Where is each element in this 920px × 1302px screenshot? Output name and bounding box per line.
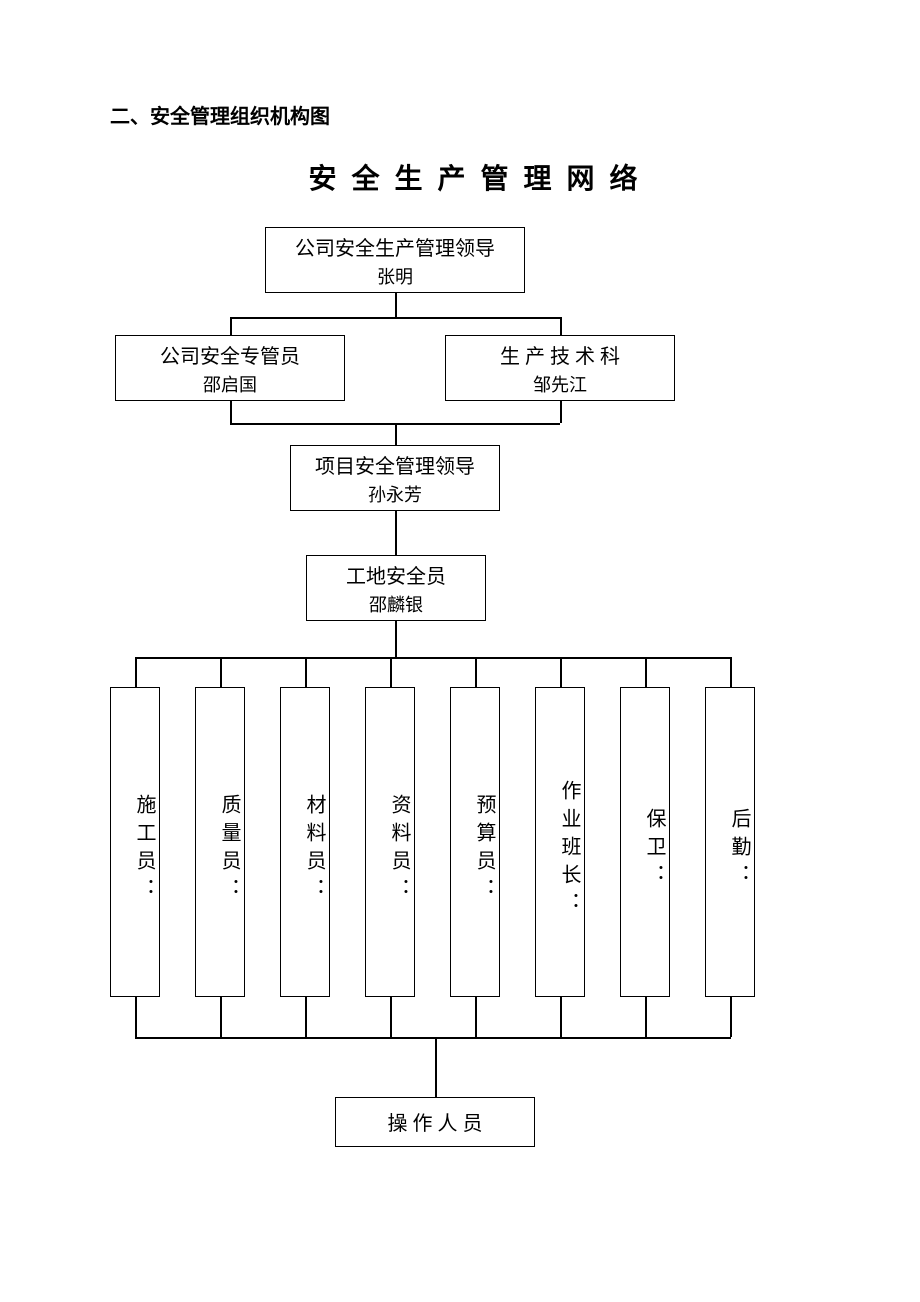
role-box-v2: 质量员： (195, 687, 245, 997)
node-person: 邵启国 (116, 371, 344, 397)
org-node-n3: 生 产 技 术 科邹先江 (445, 335, 675, 401)
connector-line (390, 657, 392, 687)
main-title: 安 全 生 产 管 理 网 络 (110, 157, 840, 197)
node-title: 公司安全生产管理领导 (266, 232, 524, 261)
role-box-v3: 材料员： (280, 687, 330, 997)
connector-line (135, 657, 137, 687)
node-title: 生 产 技 术 科 (446, 340, 674, 369)
connector-line (475, 997, 477, 1037)
org-node-n6: 操 作 人 员 (335, 1097, 535, 1147)
org-node-n4: 项目安全管理领导孙永芳 (290, 445, 500, 511)
node-title: 公司安全专管员 (116, 340, 344, 369)
connector-line (730, 657, 732, 687)
connector-line (305, 657, 307, 687)
role-box-v5: 预算员： (450, 687, 500, 997)
connector-line (230, 317, 560, 319)
connector-line (560, 317, 562, 335)
node-title: 工地安全员 (307, 560, 485, 589)
connector-line (395, 423, 397, 445)
connector-line (390, 997, 392, 1037)
connector-line (730, 997, 732, 1037)
role-box-v7: 保卫： (620, 687, 670, 997)
node-person: 张明 (266, 263, 524, 289)
org-node-n5: 工地安全员邵麟银 (306, 555, 486, 621)
node-title: 项目安全管理领导 (291, 450, 499, 479)
connector-line (395, 621, 397, 657)
node-person: 孙永芳 (291, 481, 499, 507)
connector-line (645, 997, 647, 1037)
node-person: 邵麟银 (307, 591, 485, 617)
connector-line (475, 657, 477, 687)
connector-line (560, 401, 562, 423)
connector-line (230, 317, 232, 335)
org-node-n1: 公司安全生产管理领导张明 (265, 227, 525, 293)
role-box-v6: 作业班长： (535, 687, 585, 997)
role-box-v1: 施工员： (110, 687, 160, 997)
connector-line (230, 401, 232, 423)
connector-line (135, 657, 730, 659)
connector-line (220, 657, 222, 687)
connector-line (135, 997, 137, 1037)
connector-line (305, 997, 307, 1037)
org-chart: 公司安全生产管理领导张明公司安全专管员邵启国 生 产 技 术 科邹先江项目安全管理… (110, 217, 840, 1217)
node-title: 操 作 人 员 (336, 1107, 534, 1136)
connector-line (435, 1037, 437, 1097)
node-person: 邹先江 (446, 371, 674, 397)
connector-line (645, 657, 647, 687)
role-box-v4: 资料员： (365, 687, 415, 997)
connector-line (560, 997, 562, 1037)
connector-line (220, 997, 222, 1037)
org-node-n2: 公司安全专管员邵启国 (115, 335, 345, 401)
connector-line (395, 293, 397, 317)
role-box-v8: 后勤： (705, 687, 755, 997)
connector-line (560, 657, 562, 687)
connector-line (395, 511, 397, 555)
section-heading: 二、安全管理组织机构图 (110, 100, 840, 129)
connector-line (135, 1037, 731, 1039)
